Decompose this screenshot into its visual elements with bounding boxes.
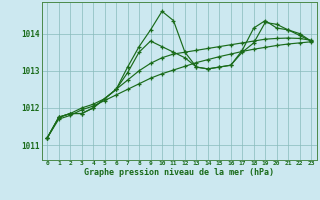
X-axis label: Graphe pression niveau de la mer (hPa): Graphe pression niveau de la mer (hPa) bbox=[84, 168, 274, 177]
